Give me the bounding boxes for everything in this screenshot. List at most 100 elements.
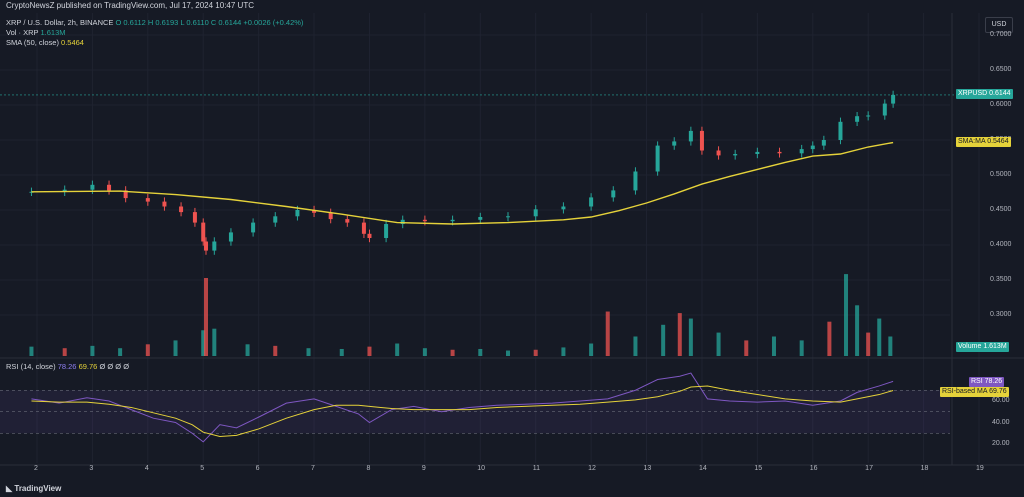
legend-rsi-label: RSI (14, close) (6, 362, 56, 371)
volume-pill-label: Volume (958, 343, 982, 350)
candle-body (228, 232, 233, 242)
legend-sma-label: SMA (50, close) (6, 38, 59, 47)
candle-body (204, 241, 209, 251)
time-tick-label: 15 (754, 465, 763, 472)
candle-body (251, 222, 256, 233)
candle-body (328, 212, 333, 220)
legend-sma-row: SMA (50, close) 0.5464 (6, 38, 84, 47)
time-tick-label: 4 (144, 465, 149, 472)
volume-bar (62, 348, 67, 356)
footer: ◣ TradingView (0, 480, 1024, 497)
legend-rsi-value: 78.26 (57, 362, 77, 371)
rsi-pill-value: 78.26 (984, 378, 1003, 385)
volume-bar (827, 321, 832, 356)
time-tick-label: 16 (809, 465, 818, 472)
candle-body (633, 171, 638, 191)
xrpusd-price-pill: XRPUSD 0.6144 (956, 89, 1013, 99)
candle-body (422, 219, 427, 222)
time-tick-label: 14 (698, 465, 707, 472)
volume-bar (877, 318, 882, 356)
candle-body (162, 201, 167, 207)
candle-body (179, 206, 184, 213)
price-tick-label: 0.4500 (990, 206, 1012, 213)
time-tick-label: 19 (976, 465, 984, 472)
volume-bar (506, 350, 510, 356)
candle-body (192, 212, 197, 223)
rsi-band (0, 389, 950, 434)
tradingview-logo: ◣ TradingView (6, 484, 61, 493)
volume-bar (589, 343, 594, 356)
rsi-ma-line (31, 385, 894, 437)
rsi-ma-pill-value: 69.76 (989, 388, 1007, 395)
time-tick-label: 2 (34, 465, 38, 472)
legend-sma-value: 0.5464 (61, 38, 84, 47)
volume-bar (533, 349, 538, 356)
volume-bars (29, 274, 893, 356)
candle-body (866, 115, 871, 117)
volume-bar (273, 345, 278, 356)
candle-body (506, 216, 510, 218)
rsi-line (31, 372, 894, 443)
time-tick-label: 5 (200, 465, 205, 472)
xrpusd-pill-label: XRPUSD (958, 90, 988, 97)
candle-body (312, 210, 317, 213)
time-tick-label: 3 (89, 465, 94, 472)
legend-symbol-row: XRP / U.S. Dollar, 2h, BINANCE O 0.6112 … (6, 18, 303, 27)
volume-bar (605, 311, 610, 356)
candles (29, 90, 896, 255)
volume-bar (245, 344, 250, 356)
volume-bar (677, 313, 682, 356)
publish-bar: CryptoNewsZ published on TradingView.com… (0, 0, 1024, 13)
legend-symbol: XRP / U.S. Dollar, 2h, BINANCE (6, 18, 114, 27)
candle-body (201, 222, 206, 242)
sma-pill-label: SMA:MA (958, 138, 986, 145)
candle-body (716, 150, 721, 156)
candle-body (533, 209, 538, 217)
rsi-tick-label: 60.00 (992, 397, 1010, 404)
time-tick-label: 13 (643, 465, 652, 472)
price-tick-label: 0.6500 (990, 66, 1012, 73)
rsi-tick-label: 40.00 (992, 418, 1010, 426)
legend-rsi-extra: Ø Ø Ø Ø (99, 362, 130, 371)
volume-bar (306, 348, 311, 356)
currency-button[interactable]: USD (985, 17, 1013, 33)
legend-vol-row: Vol · XRP 1.613M (6, 28, 66, 37)
sma-pill-value: 0.5464 (987, 138, 1009, 145)
volume-bar (450, 349, 455, 356)
candle-body (123, 190, 128, 199)
volume-bar (478, 348, 483, 356)
volume-bar (661, 324, 666, 356)
volume-bar (855, 305, 860, 356)
volume-bar (744, 340, 749, 356)
legend-rsi-row: RSI (14, close) 78.26 69.76 Ø Ø Ø Ø (6, 362, 129, 371)
time-tick-label: 10 (477, 465, 486, 472)
volume-bar (212, 328, 217, 356)
chart-canvas[interactable] (0, 13, 1024, 480)
candle-body (655, 145, 660, 172)
time-tick-label: 7 (311, 465, 315, 472)
candle-body (799, 149, 804, 154)
candle-body (90, 184, 95, 190)
volume-bar (29, 346, 34, 356)
time-tick-label: 6 (255, 465, 260, 472)
time-tick-label: 17 (865, 465, 873, 472)
volume-bar (339, 348, 344, 356)
rsi-ma-pill-label: RSI-based MA (942, 388, 988, 395)
volume-bar (888, 336, 893, 356)
candle-body (29, 191, 34, 193)
candle-body (821, 140, 826, 146)
rsi-pill-label: RSI (971, 378, 983, 385)
candle-body (450, 219, 455, 222)
legend-vol-value: 1.613M (40, 28, 66, 37)
candle-body (478, 217, 483, 220)
volume-bar (561, 347, 566, 356)
candle-body (672, 141, 677, 146)
candle-body (145, 198, 150, 202)
candle-body (273, 216, 278, 223)
candle-body (777, 151, 782, 154)
candle-body (561, 206, 566, 210)
volume-pill-value: 1.613M (983, 343, 1007, 350)
sma-line (31, 141, 894, 225)
price-tick-label: 0.3500 (990, 276, 1012, 283)
candle-body (212, 241, 217, 251)
